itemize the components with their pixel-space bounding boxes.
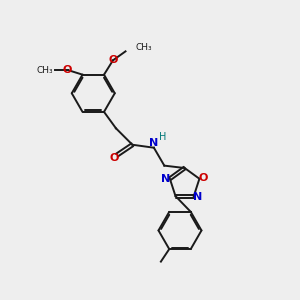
Text: N: N (161, 174, 170, 184)
Text: O: O (63, 64, 72, 75)
Text: CH₃: CH₃ (136, 43, 153, 52)
Text: O: O (109, 55, 118, 65)
Text: O: O (199, 172, 208, 183)
Text: N: N (149, 138, 158, 148)
Text: H: H (159, 132, 166, 142)
Text: CH₃: CH₃ (37, 66, 53, 75)
Text: O: O (110, 153, 119, 163)
Text: N: N (193, 192, 203, 202)
